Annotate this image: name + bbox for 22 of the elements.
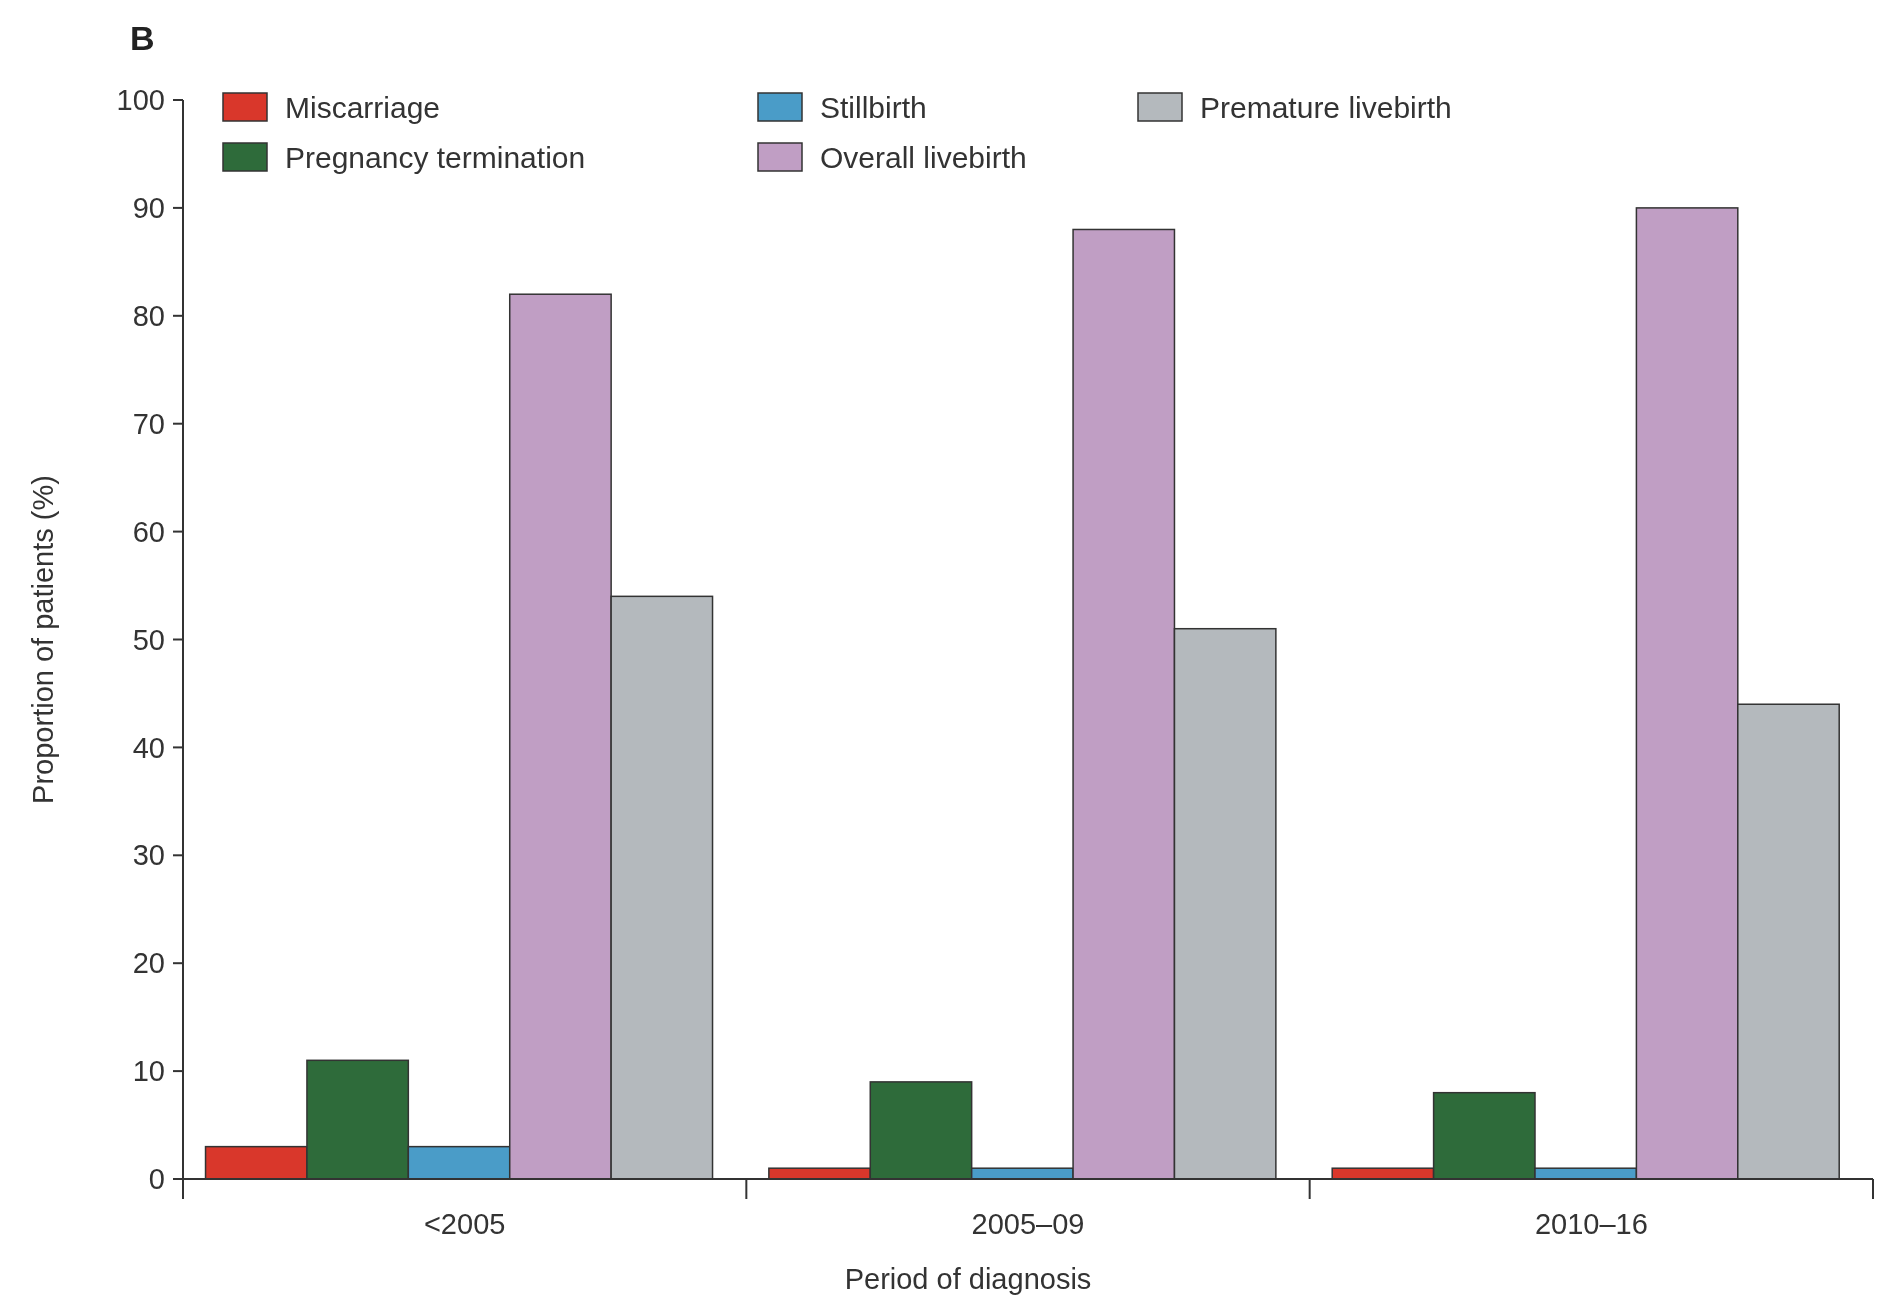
x-tick-label: <2005 [423, 1208, 506, 1240]
y-tick-label: 0 [148, 1163, 165, 1196]
x-axis-title: Period of diagnosis [844, 1263, 1092, 1295]
y-tick-label: 50 [132, 623, 165, 656]
chart-title: B [130, 19, 155, 57]
y-tick-label: 60 [132, 515, 165, 548]
y-tick-label: 40 [132, 731, 165, 764]
legend-label: Overall livebirth [820, 140, 1027, 174]
legend-label: Pregnancy termination [285, 140, 586, 174]
y-tick-label: 80 [132, 299, 165, 332]
x-tick-label: 2005–09 [971, 1208, 1085, 1240]
y-tick-label: 20 [132, 947, 165, 980]
y-axis-title: Proportion of patients (%) [27, 475, 59, 804]
y-tick-label: 90 [132, 192, 165, 225]
y-tick-label: 100 [116, 84, 165, 117]
legend-label: Stillbirth [820, 90, 927, 124]
y-tick-label: 70 [132, 407, 165, 440]
y-tick-label: 30 [132, 839, 165, 872]
legend-label: Premature livebirth [1200, 90, 1452, 124]
legend-label: Miscarriage [285, 90, 441, 124]
y-tick-label: 10 [132, 1055, 165, 1088]
x-tick-label: 2010–16 [1534, 1208, 1648, 1240]
